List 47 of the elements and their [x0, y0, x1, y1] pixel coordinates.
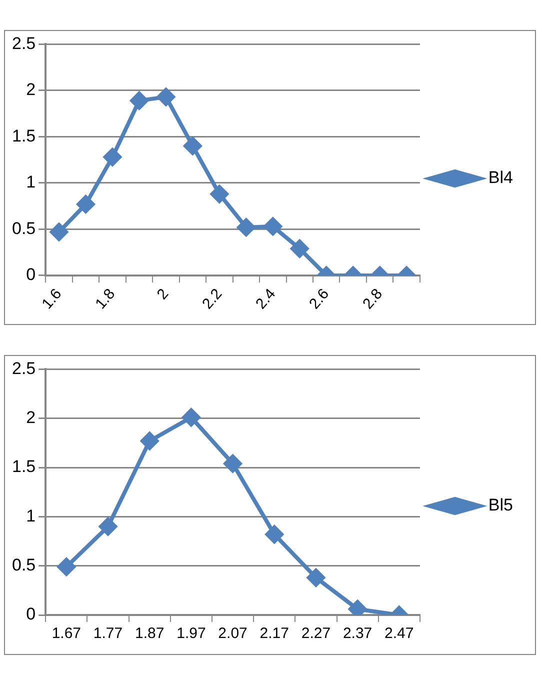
x-tick-label: 2.17	[260, 625, 289, 642]
legend-label: Bl5	[488, 496, 514, 515]
point	[76, 195, 95, 214]
point	[50, 222, 68, 241]
point	[156, 88, 175, 106]
x-tick-label: 2.47	[384, 625, 414, 642]
y-tick-label: 1	[26, 172, 36, 192]
x-tick-label: 2.6	[306, 286, 333, 312]
y-tick-label: 0	[26, 265, 36, 284]
point	[57, 558, 76, 576]
x-tick-label: 1.67	[52, 625, 82, 642]
y-tick-label: 1.5	[12, 457, 36, 476]
x-tick-label: 2.4	[252, 286, 280, 312]
y-tick-label: 1.5	[12, 126, 36, 146]
x-tick-label: 2.27	[301, 625, 331, 642]
y-tick-label: 2.5	[12, 358, 36, 378]
y-tick-label: 0	[26, 604, 36, 624]
y-tick-label: 2	[26, 80, 36, 100]
x-tick-label: 2.2	[199, 286, 226, 312]
point	[210, 185, 228, 204]
point	[237, 218, 256, 236]
x-tick-label: 1.87	[135, 625, 164, 642]
legend-label: Bl4	[488, 168, 514, 188]
x-tick-label: 2.37	[342, 625, 372, 642]
x-tick-label: 1.97	[176, 625, 206, 642]
point	[140, 432, 159, 450]
point	[265, 525, 284, 544]
y-tick-label: 0.5	[12, 218, 36, 238]
x-tick-label: 1.8	[92, 286, 119, 312]
x-tick-label: 2.07	[218, 625, 248, 642]
point	[264, 217, 282, 236]
point	[130, 92, 148, 110]
point	[182, 408, 200, 426]
y-tick-label: 2	[26, 408, 36, 428]
y-tick-label: 2.5	[12, 34, 36, 53]
x-tick-label: 1.77	[93, 625, 123, 642]
point	[290, 240, 309, 258]
y-tick-label: 0.5	[12, 556, 36, 575]
point	[99, 518, 118, 536]
y-tick-label: 1	[26, 506, 36, 526]
point	[224, 454, 242, 473]
x-tick-label: 1.6	[38, 286, 66, 312]
x-tick-label: 2.8	[359, 286, 386, 312]
point	[184, 136, 202, 155]
point	[306, 568, 325, 587]
x-tick-label: 2	[154, 286, 172, 303]
point	[103, 148, 122, 166]
